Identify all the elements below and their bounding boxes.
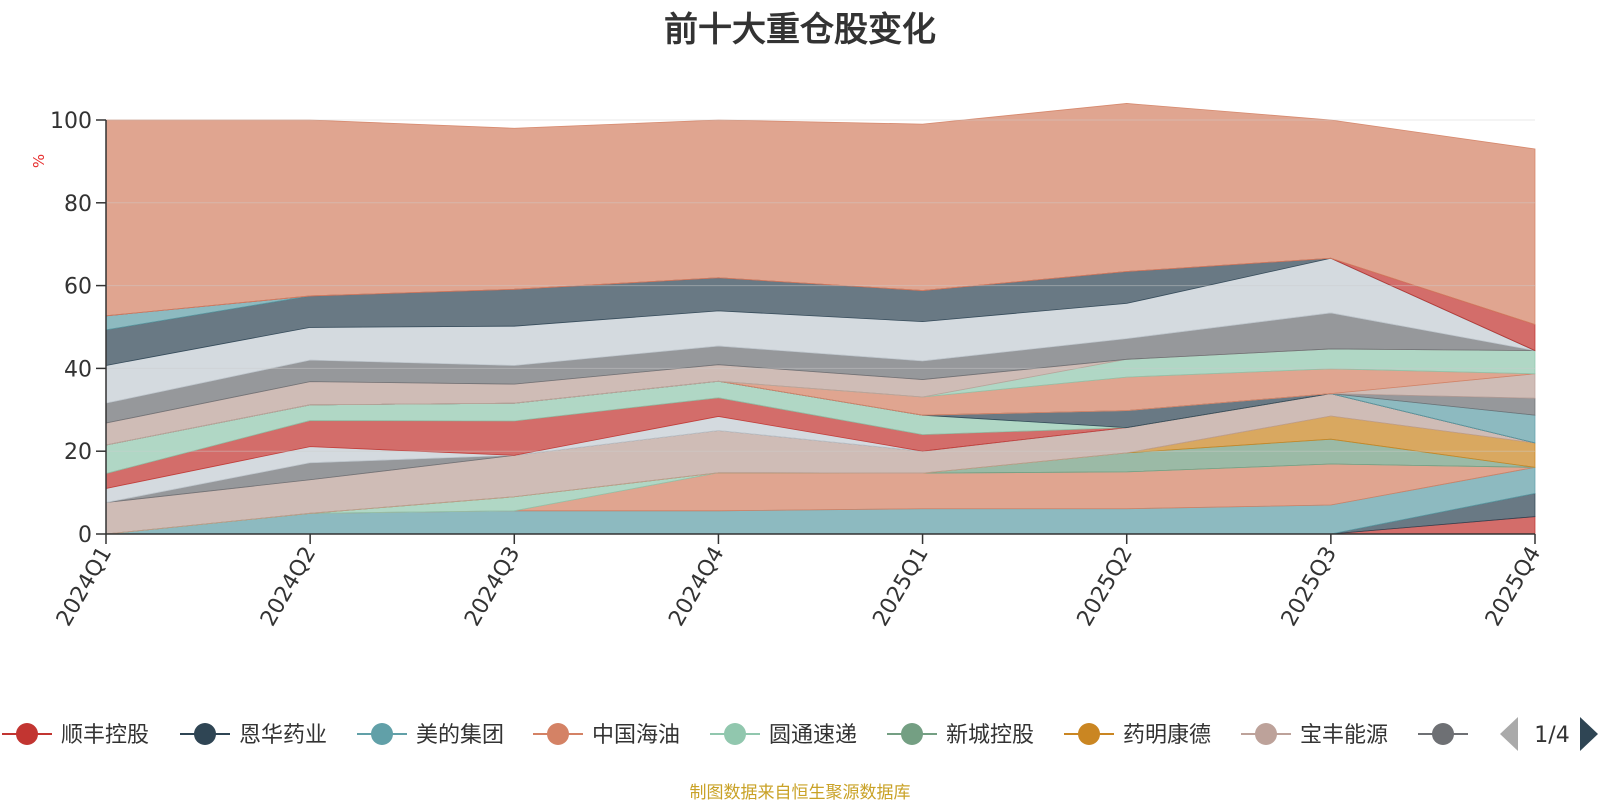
footer-source-note: 制图数据来自恒生聚源数据库 [689, 783, 911, 803]
x-tick-label: 2025Q3 [1277, 543, 1342, 631]
area-series-24 [105, 103, 1536, 326]
legend-clip [1481, 712, 1501, 756]
legend-item[interactable]: 恩华药业 [180, 723, 327, 748]
legend-label: 顺丰控股 [61, 723, 149, 748]
series-areas [105, 103, 1536, 535]
legend-item[interactable]: 美的集团 [357, 723, 504, 748]
legend: 顺丰控股 恩华药业 美的集团 中国海油 圆通速递 新城控股 药明康德 宝丰能源 1/4 [2, 712, 1598, 756]
x-tick-label: 2024Q1 [52, 543, 117, 631]
legend-label: 药明康德 [1123, 723, 1211, 748]
y-tick-label: 20 [64, 440, 92, 465]
legend-label: 新城控股 [946, 723, 1034, 748]
y-tick-label: 0 [78, 523, 92, 548]
legend-marker [1432, 723, 1454, 745]
x-tick-label: 2025Q1 [868, 543, 933, 631]
legend-next-icon[interactable] [1580, 717, 1598, 751]
legend-item[interactable]: 宝丰能源 [1241, 723, 1388, 748]
legend-label: 圆通速递 [769, 723, 857, 748]
legend-item[interactable]: 中国海油 [533, 723, 680, 748]
legend-marker [194, 723, 216, 745]
legend-label: 宝丰能源 [1300, 723, 1388, 748]
legend-item[interactable]: 药明康德 [1064, 723, 1211, 748]
y-tick-label: 40 [64, 357, 92, 382]
chart-title: 前十大重仓股变化 [664, 10, 936, 50]
legend-page-indicator: 1/4 [1534, 723, 1569, 748]
legend-label: 中国海油 [592, 723, 680, 748]
legend-label: 恩华药业 [239, 723, 327, 748]
y-tick-label: 60 [64, 275, 92, 300]
grid-lines [106, 119, 1535, 452]
x-tick-label: 2024Q3 [460, 543, 525, 631]
legend-marker [724, 723, 746, 745]
x-tick-label: 2025Q2 [1073, 543, 1138, 631]
legend-marker [547, 723, 569, 745]
legend-marker [16, 723, 38, 745]
legend-marker [1078, 723, 1100, 745]
legend-label: 美的集团 [416, 723, 504, 748]
x-tick-label: 2025Q4 [1481, 543, 1546, 631]
legend-marker [371, 723, 393, 745]
legend-item[interactable]: 圆通速递 [710, 723, 857, 748]
x-tick-label: 2024Q2 [256, 543, 321, 631]
legend-item[interactable] [1418, 723, 1468, 745]
legend-prev-icon[interactable] [1500, 717, 1518, 751]
y-tick-label: 100 [50, 109, 92, 134]
legend-marker [1255, 723, 1277, 745]
legend-item[interactable]: 顺丰控股 [2, 723, 149, 748]
legend-marker [901, 723, 923, 745]
legend-item[interactable]: 新城控股 [887, 723, 1034, 748]
x-tick-label: 2024Q4 [664, 543, 729, 631]
y-tick-label: 80 [64, 192, 92, 217]
y-axis-label: % [30, 154, 48, 168]
